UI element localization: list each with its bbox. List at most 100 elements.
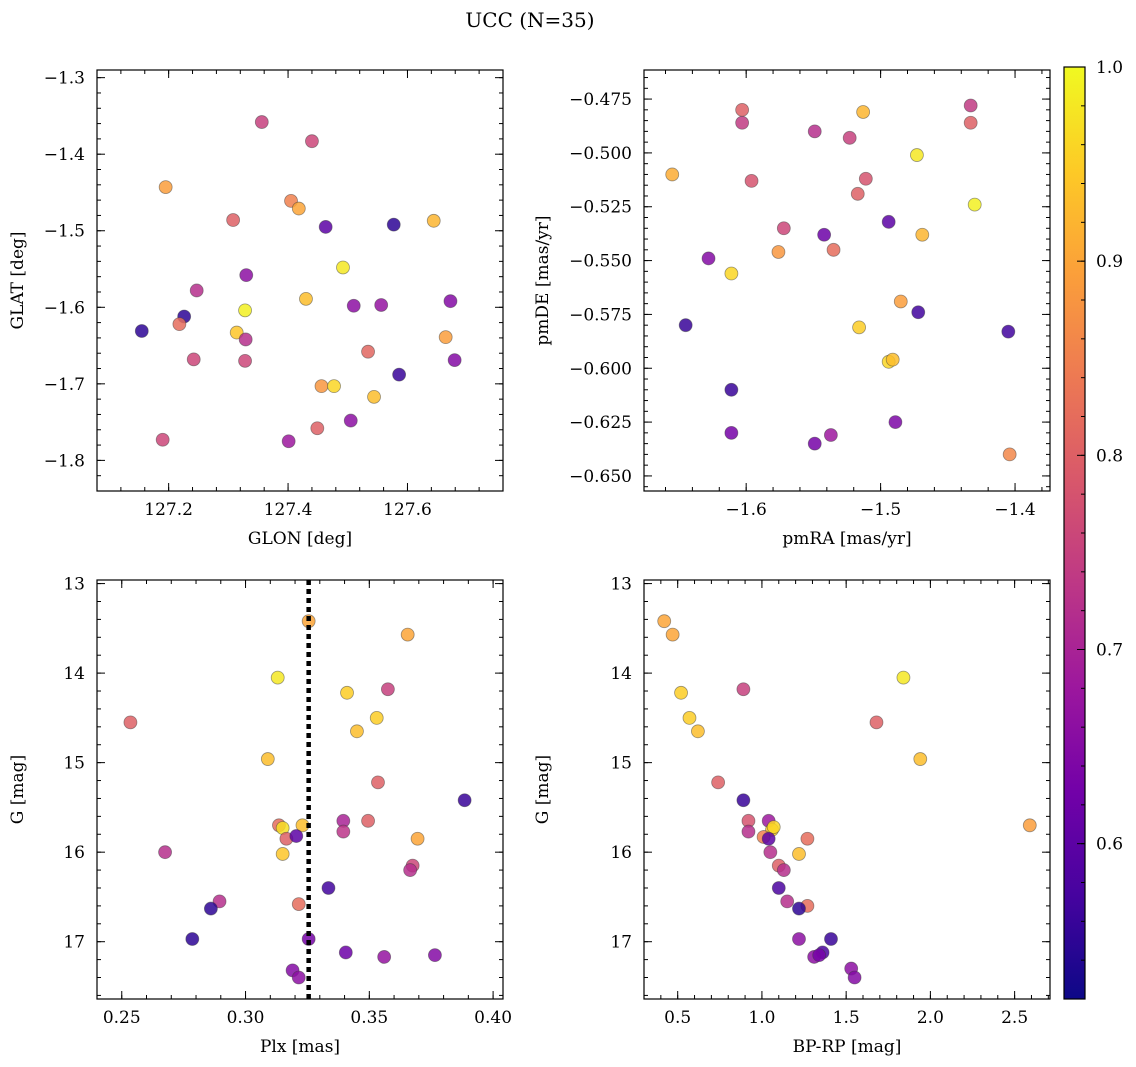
scatter-point [369, 710, 384, 725]
scatter-point [158, 845, 172, 860]
y-tick-label: −0.600 [569, 359, 632, 379]
scatter-point [771, 245, 786, 259]
scatter-point [823, 428, 838, 442]
scatter-point [776, 863, 791, 877]
scatter-point [856, 105, 871, 119]
scatter-point [893, 294, 908, 309]
axes-frame [96, 579, 504, 1000]
scatter-points [665, 98, 1017, 462]
scatter-point [963, 98, 978, 113]
scatter-point [374, 298, 389, 312]
scatter-points [134, 115, 462, 449]
y-axis-label: pmDE [mas/yr] [533, 215, 553, 345]
scatter-point [674, 685, 688, 700]
scatter-point [682, 710, 697, 725]
scatter-point [858, 171, 873, 186]
y-tick-label: −1.8 [44, 451, 85, 471]
y-axis-label: G [mag] [533, 755, 553, 824]
scatter-point [792, 932, 806, 946]
scatter-point [724, 425, 739, 440]
y-axis-label: GLAT [deg] [8, 231, 28, 329]
scatter-point [665, 627, 680, 642]
scatter-point [847, 970, 862, 985]
scatter-point [817, 227, 832, 242]
scatter-point [792, 901, 806, 916]
scatter-point [438, 330, 453, 345]
scatter-point [270, 670, 285, 685]
scatter-point [842, 130, 857, 145]
x-axis-label: Plx [mas] [260, 1037, 340, 1057]
scatter-point [291, 201, 306, 216]
scatter-point [678, 318, 693, 333]
x-axis-label: pmRA [mas/yr] [782, 529, 911, 549]
x-axis-label: BP-RP [mag] [793, 1037, 902, 1057]
scatter-point [711, 775, 726, 790]
scatter-point [400, 627, 415, 642]
scatter-point [896, 670, 911, 685]
scatter-point [185, 932, 200, 946]
panel-glon_glat: 127.2 127.4 127.6 −1.3 −1.4 −1.5 −1.6 −1.7 −1.8 G… [8, 69, 504, 549]
scatter-point [812, 948, 827, 963]
y-tick-label: 13 [610, 575, 632, 595]
scatter-point [735, 102, 750, 117]
scatter-point [289, 829, 304, 843]
scatter-point [967, 197, 982, 212]
y-tick-label: −1.4 [44, 145, 85, 165]
x-tick-label: 0.35 [350, 1008, 388, 1028]
x-tick-label: 2.5 [1001, 1008, 1028, 1028]
scatter-point [443, 294, 458, 309]
scatter-point [189, 283, 204, 298]
colorbar-tick-label: 0.6 [1096, 835, 1123, 855]
scatter-point [1002, 447, 1017, 462]
scatter-point [260, 752, 275, 766]
scatter-point [338, 945, 353, 960]
scatter-point [403, 863, 418, 877]
scatter-point [766, 820, 781, 835]
scatter-point [913, 752, 928, 766]
y-tick-label: −0.550 [569, 252, 632, 272]
figure-title: UCC (N=35) [465, 8, 594, 32]
x-tick-label: 127.4 [264, 500, 313, 520]
scatter-point [361, 344, 375, 359]
colorbar-tick-label: 1.0 [1096, 58, 1123, 78]
scatter-point [691, 724, 705, 739]
scatter-point [377, 950, 392, 964]
panel-pm: −1.6 −1.5 −1.4 −0.475 −0.500 −0.525 −0.550 −0.5… [533, 69, 1051, 549]
scatter-point [343, 413, 358, 428]
y-axis-label: G [mag] [8, 755, 28, 824]
panel-plx_g: 0.25 0.30 0.35 0.40 13 14 15 16 17 Plx [mas] G [ma… [8, 575, 512, 1057]
x-tick-label: 127.6 [383, 500, 432, 520]
scatter-point [134, 324, 149, 338]
y-tick-label: 13 [63, 575, 85, 595]
y-tick-label: 15 [610, 754, 632, 774]
x-tick-label: 0.25 [103, 1008, 141, 1028]
scatter-point [392, 367, 407, 382]
scatter-point [203, 901, 218, 916]
scatter-point [826, 242, 841, 257]
axes-frame [643, 579, 1051, 1000]
y-tick-label: 17 [610, 933, 632, 953]
scatter-point [310, 421, 325, 436]
scatter-point [735, 115, 750, 130]
scatter-point [172, 317, 187, 332]
scatter-point [380, 682, 395, 697]
scatter-point [291, 897, 306, 911]
scatter-point [1001, 324, 1016, 339]
colorbar-tick-label: 0.7 [1096, 641, 1123, 661]
colorbar-tick-label: 0.9 [1096, 252, 1123, 272]
panel-cmd: 0.5 1.0 1.5 2.0 2.5 13 14 15 16 17 BP-RP [mag] G [m… [533, 575, 1051, 1057]
scatter-point [776, 221, 791, 236]
colorbar: 0.6 0.7 0.8 0.9 1.0 [1063, 58, 1123, 1000]
scatter-point [657, 614, 672, 629]
y-tick-label: −0.650 [569, 467, 632, 487]
scatter-point [1022, 818, 1037, 833]
y-tick-label: −0.475 [569, 90, 632, 110]
scatter-point [410, 831, 425, 846]
scatter-point [888, 415, 903, 429]
scatter-point [881, 214, 896, 229]
scatter-point [741, 824, 756, 839]
scatter-point [238, 332, 253, 347]
scatter-point [792, 847, 806, 861]
y-tick-label: 17 [63, 933, 85, 953]
